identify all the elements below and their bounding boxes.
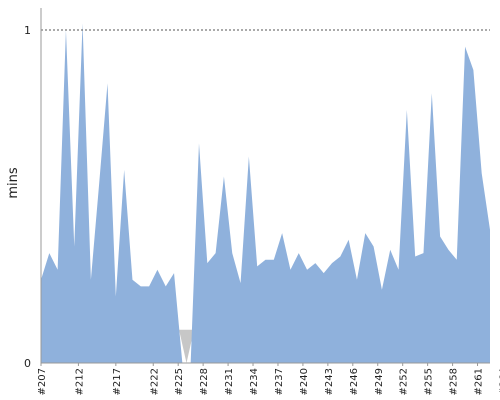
x-tick-label: #249	[374, 368, 385, 395]
y-tick-label: 1	[24, 24, 31, 37]
x-tick-label: #246	[349, 368, 360, 395]
x-tick-labels: #207 #212 #217 #222 #225 #228 #231 #234 #237 #240…	[37, 363, 500, 395]
x-tick-label: #217	[112, 368, 123, 395]
x-tick-label: #231	[224, 368, 235, 395]
x-tick-label: #261	[474, 368, 485, 395]
x-tick-label: #225	[174, 368, 185, 395]
series-area	[41, 23, 490, 364]
gap-marker	[179, 329, 194, 363]
x-tick-label: #264	[498, 368, 500, 395]
x-tick-label: #240	[299, 368, 310, 395]
x-tick-label: #207	[37, 368, 48, 395]
y-axis-label: mins	[6, 167, 21, 199]
plot-area	[41, 23, 490, 364]
x-tick-label: #222	[149, 368, 160, 395]
y-tick-label: 0	[24, 357, 31, 370]
x-tick-label: #228	[199, 368, 210, 395]
x-tick-label: #258	[449, 368, 460, 395]
x-tick-label: #252	[399, 368, 410, 395]
x-tick-label: #212	[74, 368, 85, 395]
y-tick-labels: 01	[24, 24, 31, 370]
x-tick-label: #234	[249, 368, 260, 395]
x-tick-label: #237	[274, 368, 285, 395]
x-tick-label: #243	[324, 368, 335, 395]
x-tick-label: #255	[424, 368, 435, 395]
